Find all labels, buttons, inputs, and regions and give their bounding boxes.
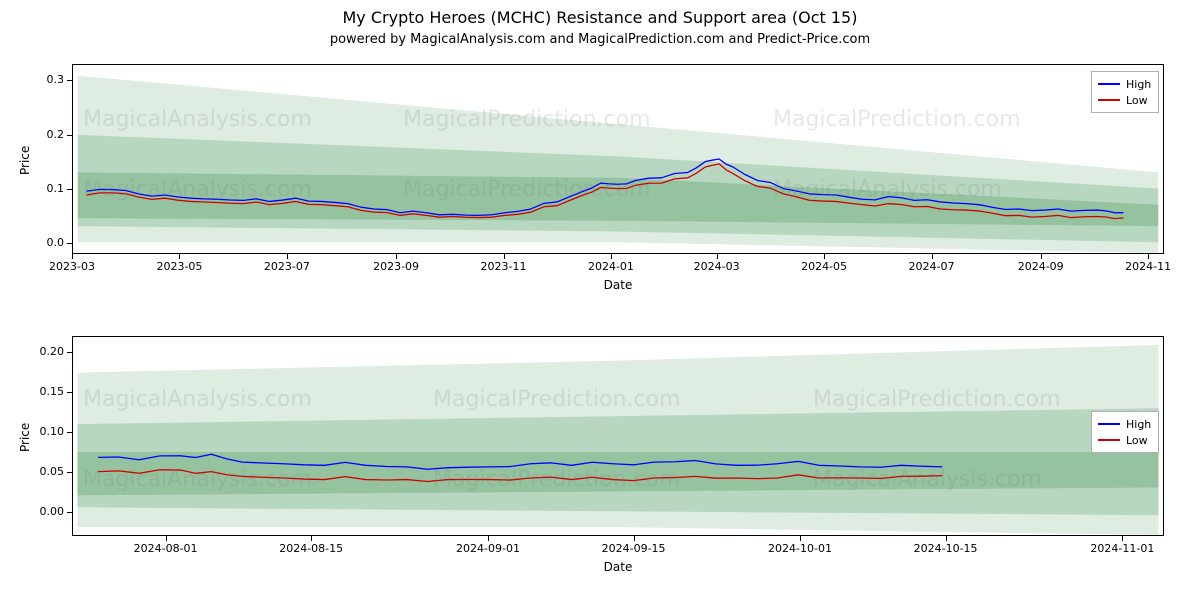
x-tick-label: 2024-09-15 [602, 542, 666, 555]
x-tick-label: 2024-09 [1018, 260, 1064, 273]
y-tick-mark [67, 352, 72, 353]
chart-subtitle: powered by MagicalAnalysis.com and Magic… [0, 32, 1200, 47]
x-tick-label: 2023-07 [264, 260, 310, 273]
chart-title: My Crypto Heroes (MCHC) Resistance and S… [0, 8, 1200, 27]
x-tick-mark [932, 254, 933, 259]
y-tick-mark [67, 243, 72, 244]
x-tick-label: 2023-05 [156, 260, 202, 273]
legend: High Low [1091, 411, 1159, 453]
x-tick-mark [72, 254, 73, 259]
y-tick-label: 0.3 [24, 73, 64, 86]
legend-item-low: Low [1098, 432, 1152, 448]
legend-label-high: High [1126, 78, 1151, 91]
legend-swatch-low [1098, 99, 1120, 101]
chart-svg-top [73, 65, 1163, 253]
legend: High Low [1091, 71, 1159, 113]
x-tick-mark [1148, 254, 1149, 259]
legend-label-high: High [1126, 418, 1151, 431]
legend-swatch-low [1098, 439, 1120, 441]
y-tick-label: 0.0 [24, 236, 64, 249]
x-tick-label: 2024-07 [909, 260, 955, 273]
legend-item-low: Low [1098, 92, 1152, 108]
y-tick-label: 0.10 [24, 425, 64, 438]
y-tick-label: 0.20 [24, 345, 64, 358]
x-tick-label: 2024-03 [694, 260, 740, 273]
y-tick-label: 0.1 [24, 182, 64, 195]
x-tick-mark [800, 536, 801, 541]
x-tick-mark [611, 254, 612, 259]
x-tick-label: 2023-03 [49, 260, 95, 273]
x-tick-mark [179, 254, 180, 259]
x-tick-label: 2024-11 [1125, 260, 1171, 273]
chart-panel-bottom: MagicalAnalysis.com MagicalPrediction.co… [72, 336, 1164, 536]
legend-label-low: Low [1126, 94, 1148, 107]
x-tick-label: 2023-11 [481, 260, 527, 273]
x-tick-label: 2024-01 [588, 260, 634, 273]
y-tick-mark [67, 392, 72, 393]
x-tick-mark [166, 536, 167, 541]
x-tick-label: 2024-09-01 [456, 542, 520, 555]
y-tick-label: 0.2 [24, 128, 64, 141]
x-tick-mark [1041, 254, 1042, 259]
x-tick-mark [287, 254, 288, 259]
y-tick-label: 0.05 [24, 465, 64, 478]
chart-svg-bottom [73, 337, 1163, 535]
y-axis-label: Price [18, 146, 32, 175]
x-tick-label: 2024-08-01 [134, 542, 198, 555]
x-tick-label: 2024-05 [801, 260, 847, 273]
legend-swatch-high [1098, 423, 1120, 425]
x-axis-label: Date [72, 560, 1164, 574]
x-tick-mark [717, 254, 718, 259]
x-tick-label: 2024-10-15 [914, 542, 978, 555]
figure: My Crypto Heroes (MCHC) Resistance and S… [0, 0, 1200, 600]
chart-panel-top: MagicalAnalysis.com MagicalPrediction.co… [72, 64, 1164, 254]
y-tick-mark [67, 472, 72, 473]
x-tick-mark [634, 536, 635, 541]
x-tick-mark [824, 254, 825, 259]
x-tick-label: 2024-08-15 [279, 542, 343, 555]
legend-swatch-high [1098, 83, 1120, 85]
x-tick-mark [396, 254, 397, 259]
y-tick-mark [67, 512, 72, 513]
legend-label-low: Low [1126, 434, 1148, 447]
legend-item-high: High [1098, 416, 1152, 432]
x-axis-label: Date [72, 278, 1164, 292]
y-tick-mark [67, 189, 72, 190]
x-tick-label: 2024-11-01 [1090, 542, 1154, 555]
legend-item-high: High [1098, 76, 1152, 92]
y-tick-mark [67, 80, 72, 81]
x-tick-label: 2023-09 [373, 260, 419, 273]
y-tick-mark [67, 432, 72, 433]
x-tick-mark [504, 254, 505, 259]
x-tick-mark [311, 536, 312, 541]
y-tick-mark [67, 135, 72, 136]
y-tick-label: 0.00 [24, 505, 64, 518]
x-tick-label: 2024-10-01 [768, 542, 832, 555]
x-tick-mark [946, 536, 947, 541]
y-tick-label: 0.15 [24, 385, 64, 398]
x-tick-mark [1122, 536, 1123, 541]
x-tick-mark [488, 536, 489, 541]
